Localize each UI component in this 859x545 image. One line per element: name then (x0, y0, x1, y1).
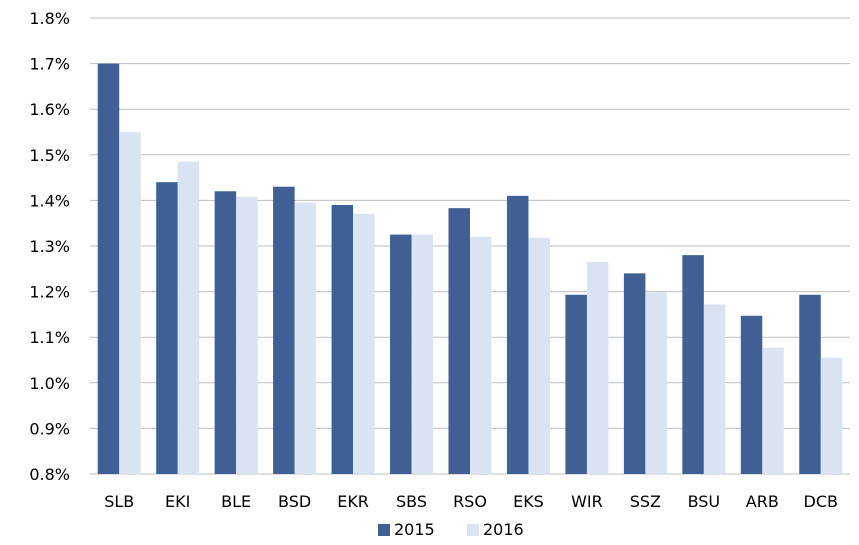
legend-swatch-2016 (467, 524, 479, 536)
x-tick-label: BSD (278, 492, 311, 511)
x-tick-label: RSO (453, 492, 487, 511)
y-tick-label: 1.0% (29, 374, 70, 393)
bar-2015-eki (156, 182, 178, 474)
y-tick-label: 0.8% (29, 465, 70, 484)
bar-2016-eki (177, 161, 200, 474)
bar-2015-bsd (273, 186, 295, 474)
x-tick-label: WIR (571, 492, 603, 511)
bar-2015-slb (97, 63, 120, 474)
y-tick-label: 1.2% (29, 283, 70, 302)
y-tick-label: 1.1% (29, 328, 70, 347)
bar-2016-sbs (411, 234, 434, 474)
y-tick-label: 1.4% (29, 191, 70, 210)
bar-2015-arb (740, 315, 763, 474)
y-tick-label: 1.3% (29, 237, 70, 256)
bar-2016-ble (236, 196, 258, 474)
bar-2016-arb (762, 347, 784, 474)
legend-label: 2016 (483, 520, 524, 539)
bar-2015-rso (448, 208, 470, 475)
y-tick-label: 1.8% (29, 9, 70, 28)
x-tick-label: EKR (337, 492, 369, 511)
bar-2015-bsu (682, 255, 704, 474)
bar-2016-wir (586, 261, 609, 474)
bar-2016-ssz (645, 292, 667, 474)
x-tick-label: BSU (688, 492, 721, 511)
x-tick-label: EKI (165, 492, 190, 511)
y-tick-label: 1.6% (29, 100, 70, 119)
x-tick-label: SBS (396, 492, 427, 511)
bar-2015-sbs (390, 234, 412, 474)
x-tick-label: BLE (221, 492, 251, 511)
bar-2015-dcb (799, 294, 821, 474)
bar-2016-bsd (294, 202, 317, 474)
y-tick-label: 0.9% (29, 419, 70, 438)
x-tick-label: SSZ (630, 492, 661, 511)
x-tick-label: DCB (804, 492, 838, 511)
bar-2016-slb (119, 132, 141, 474)
bar-2015-ble (214, 191, 237, 474)
bar-2015-ssz (623, 273, 646, 474)
bar-2015-eks (506, 195, 529, 474)
bar-2016-dcb (820, 357, 843, 474)
bar-2016-ekr (353, 214, 375, 474)
y-tick-label: 1.7% (29, 55, 70, 74)
legend-swatch-2015 (378, 524, 390, 536)
bar-2015-wir (565, 294, 587, 474)
bar-2016-bsu (703, 304, 726, 474)
x-tick-label: ARB (746, 492, 779, 511)
bar-2016-eks (528, 237, 550, 474)
x-tick-label: SLB (104, 492, 134, 511)
bar-2015-ekr (331, 204, 354, 474)
bar-2016-rso (470, 236, 492, 474)
y-tick-label: 1.5% (29, 146, 70, 165)
legend-label: 2015 (394, 520, 435, 539)
x-tick-label: EKS (513, 492, 544, 511)
